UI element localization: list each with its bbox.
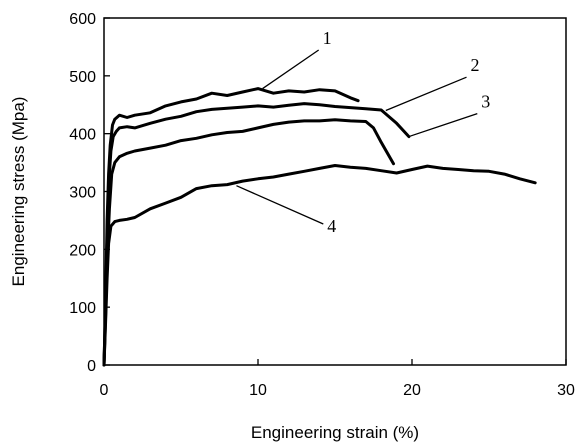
- y-tick-label-300: 300: [69, 185, 96, 202]
- tick-marks: [103, 17, 567, 366]
- series-2-leader: [385, 76, 467, 112]
- y-tick-label-600: 600: [69, 11, 96, 28]
- x-tick-labels: 0 10 20 30: [100, 382, 575, 399]
- series-labels: 1 23 4: [323, 28, 491, 236]
- y-tick-label-100: 100: [69, 300, 96, 317]
- y-tick-label-200: 200: [69, 242, 96, 259]
- x-tick-label-30: 30: [557, 382, 575, 399]
- series-1-leader: [262, 49, 320, 90]
- plot-frame: [103, 17, 567, 366]
- series-leader-lines: [236, 49, 478, 225]
- series-1-label: 1: [323, 28, 332, 48]
- series-1-curve: [102, 87, 360, 367]
- series-4-curve: [102, 164, 537, 367]
- y-axis-title: Engineering stress (Mpa): [9, 97, 28, 287]
- series-3-curve: [102, 118, 395, 367]
- series-2-label: 2: [471, 55, 480, 75]
- series-4-leader: [236, 185, 324, 225]
- series-4-label: 4: [327, 216, 336, 236]
- x-tick-label-20: 20: [403, 382, 421, 399]
- series-2-curve: [102, 102, 411, 367]
- series-curves: [102, 87, 537, 367]
- series-3-label: 3: [481, 92, 490, 112]
- x-axis-title: Engineering strain (%): [251, 423, 419, 442]
- series-3-leader: [408, 113, 478, 138]
- y-tick-labels: 0 100 200 300 400 500 600: [69, 11, 96, 375]
- y-tick-label-400: 400: [69, 127, 96, 144]
- y-tick-label-0: 0: [87, 358, 96, 375]
- x-tick-label-0: 0: [100, 382, 109, 399]
- y-tick-label-500: 500: [69, 69, 96, 86]
- x-tick-label-10: 10: [249, 382, 267, 399]
